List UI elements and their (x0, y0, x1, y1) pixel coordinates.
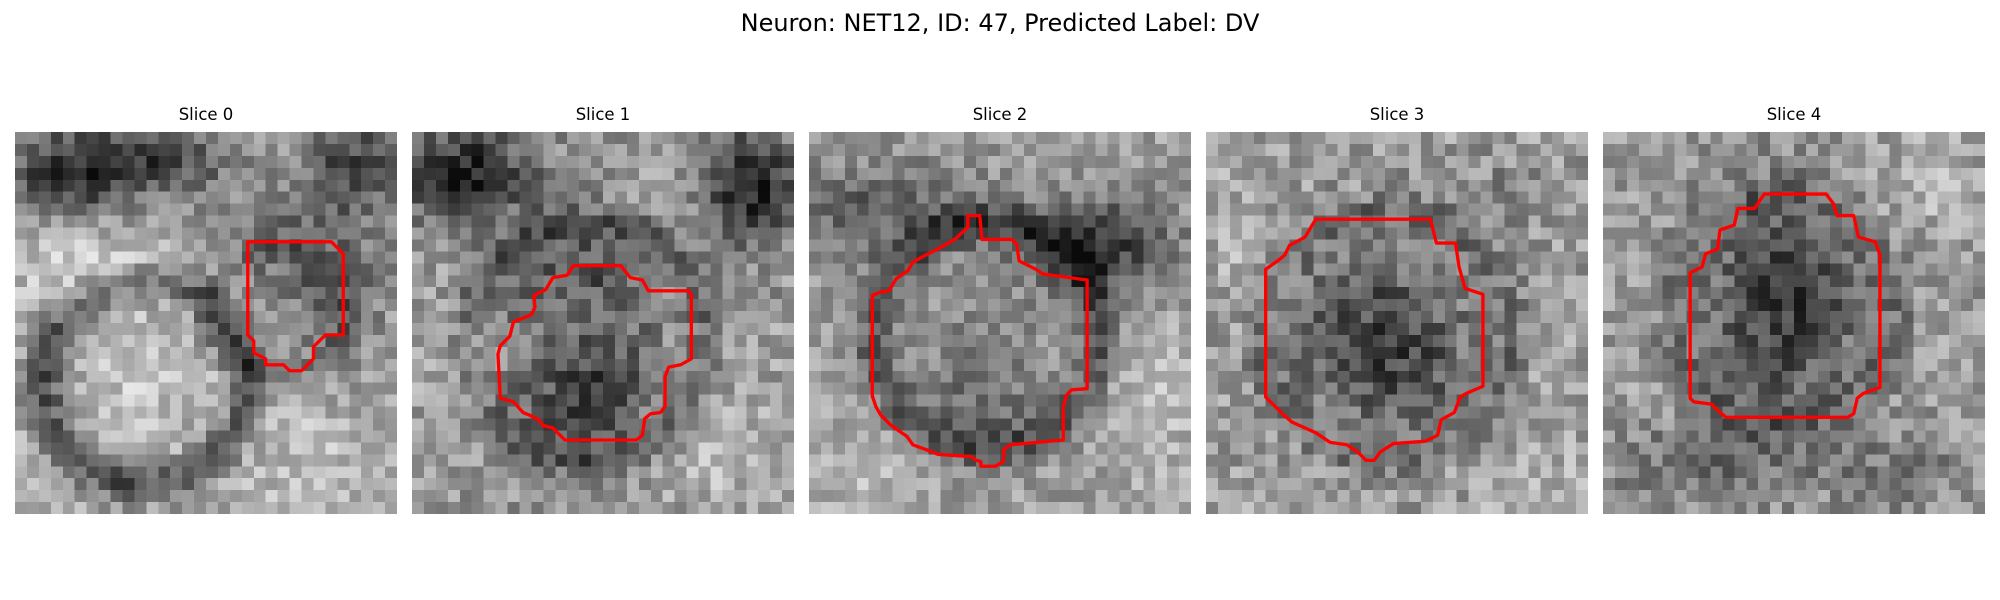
slice-title: Slice 4 (1766, 105, 1822, 124)
slice-image-1 (412, 132, 794, 514)
slice-panel-4: Slice 4 (1603, 104, 1985, 514)
segmentation-contour (1688, 192, 1882, 419)
slice-panel-3: Slice 3 (1206, 104, 1588, 514)
segmentation-contour (870, 213, 1089, 468)
slice-image-0 (15, 132, 397, 514)
pixel-grid (1603, 132, 1985, 514)
slice-image-2 (809, 132, 1191, 514)
slice-title: Slice 2 (972, 105, 1028, 124)
slice-title: Slice 0 (178, 105, 234, 124)
figure-title: Neuron: NET12, ID: 47, Predicted Label: … (740, 9, 1260, 37)
pixel-grid (412, 132, 794, 514)
pixel-grid (15, 132, 397, 514)
slice-panel-2: Slice 2 (809, 104, 1191, 514)
pixel-grid (1206, 132, 1588, 514)
segmentation-contour (246, 240, 345, 373)
pixel-grid (809, 132, 1191, 514)
segmentation-contour (1264, 217, 1485, 462)
slice-image-4 (1603, 132, 1985, 514)
slice-panel-1: Slice 1 (412, 104, 794, 514)
slice-title: Slice 1 (575, 105, 631, 124)
slice-panel-0: Slice 0 (15, 104, 397, 514)
slice-title: Slice 3 (1369, 105, 1425, 124)
slice-image-3 (1206, 132, 1588, 514)
segmentation-contour (496, 264, 694, 442)
